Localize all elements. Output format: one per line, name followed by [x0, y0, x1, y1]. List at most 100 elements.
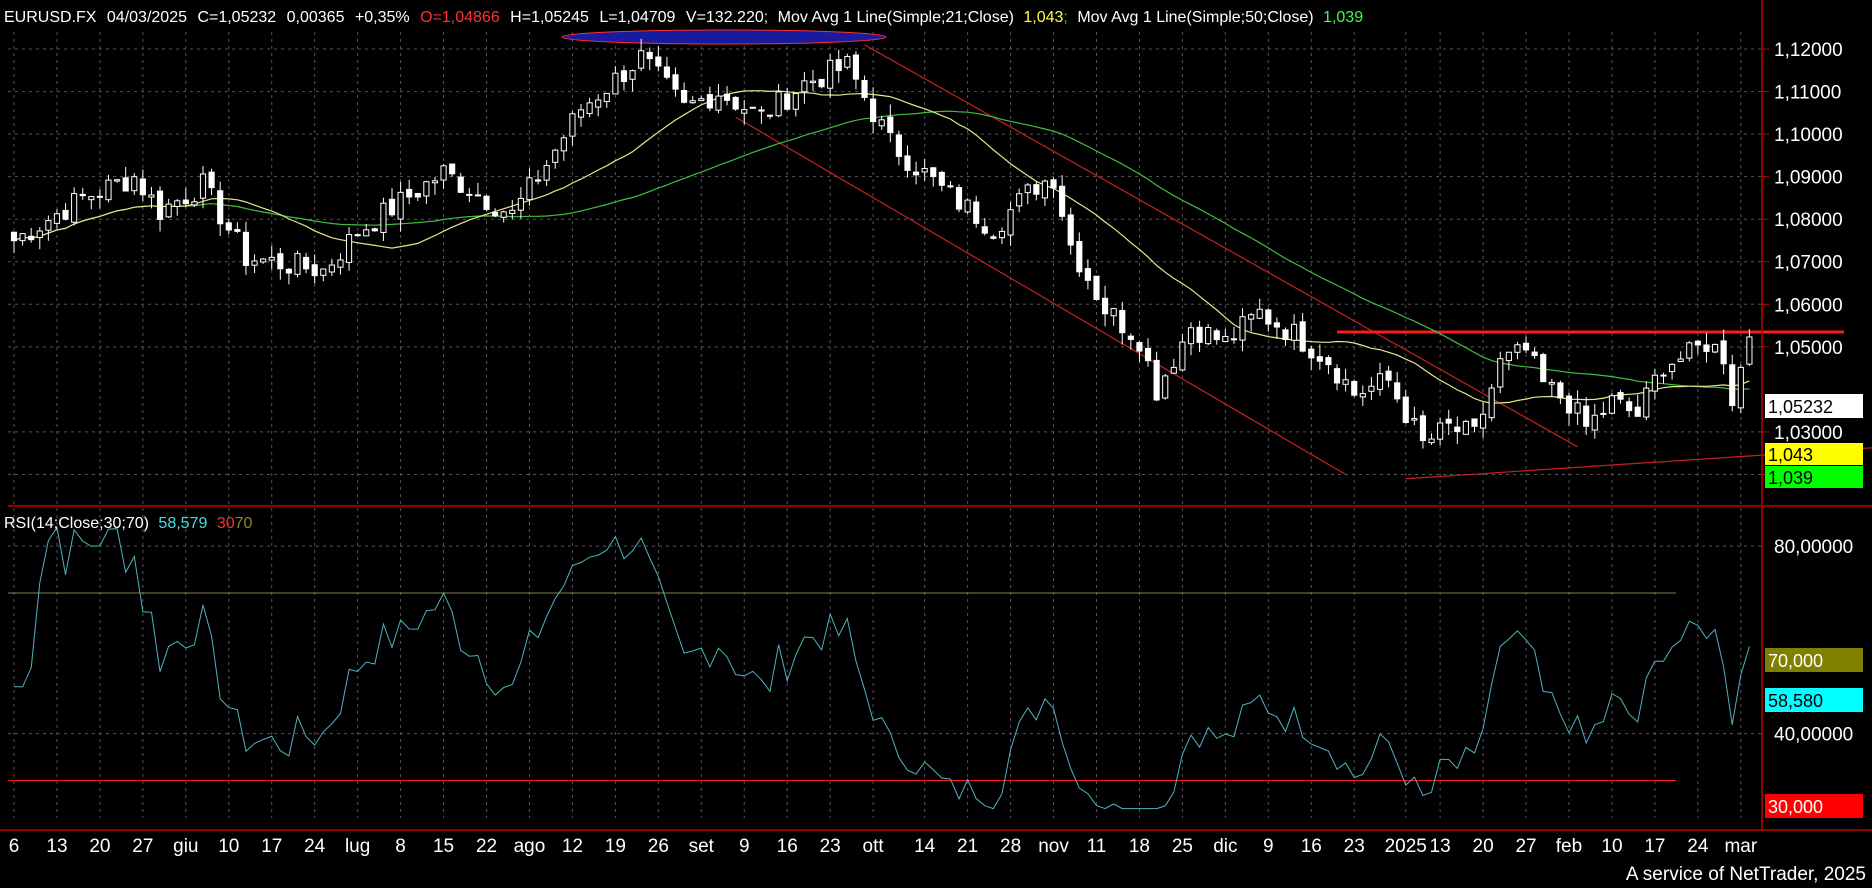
candle: [1686, 341, 1693, 362]
candle: [148, 186, 155, 209]
time-tick-label: 16: [777, 836, 798, 857]
candle: [1256, 298, 1263, 320]
candle-body: [277, 253, 284, 270]
candle-body: [1308, 348, 1315, 359]
candle: [981, 217, 988, 236]
candle-body: [1050, 179, 1057, 189]
candle: [620, 65, 628, 91]
candle: [449, 163, 456, 177]
candle: [629, 69, 636, 92]
candle: [1660, 372, 1667, 384]
candle: [998, 227, 1006, 245]
candle: [1488, 383, 1495, 422]
candle: [758, 106, 765, 124]
candle-body: [1686, 342, 1693, 359]
footer-credit: A service of NetTrader, 2025: [1625, 864, 1866, 885]
header-ma21-value: 1,043: [1023, 9, 1063, 26]
ma50-badge: 1,039: [1765, 466, 1863, 488]
candle-body: [1608, 395, 1616, 414]
candle-body: [1196, 326, 1203, 343]
candle: [337, 253, 344, 275]
candle: [174, 199, 181, 216]
candle-body: [620, 70, 628, 83]
time-tick-label: 27: [132, 836, 153, 857]
candle-body: [543, 164, 550, 181]
time-tick-label: 9: [739, 836, 750, 857]
candle-body: [964, 199, 971, 213]
candle-body: [672, 74, 679, 90]
rsi-value-badge: 58,580: [1765, 688, 1863, 712]
candle-body: [96, 195, 103, 198]
candle-body: [131, 176, 138, 192]
candle: [79, 187, 86, 200]
candle: [53, 209, 61, 229]
candle-body: [1033, 184, 1040, 195]
time-tick-label: set: [689, 836, 715, 857]
candle-body: [345, 234, 353, 263]
candle: [955, 184, 963, 213]
candle: [1110, 307, 1117, 326]
time-tick-label: 9: [1263, 836, 1274, 857]
candle-body: [749, 106, 756, 109]
candle: [1522, 336, 1530, 353]
candle-body: [921, 168, 928, 173]
time-tick-label: 23: [1344, 836, 1365, 857]
candle-body: [552, 149, 559, 163]
time-tick-label: 24: [304, 836, 326, 857]
candle: [492, 208, 499, 218]
candle-body: [681, 89, 688, 103]
candle: [1308, 345, 1315, 370]
candle-body: [423, 181, 430, 197]
candle-body: [517, 197, 524, 211]
candle: [131, 173, 138, 196]
candle: [1282, 327, 1289, 347]
candle-body: [1084, 268, 1091, 281]
candle: [1162, 373, 1169, 400]
candle-body: [1651, 374, 1658, 392]
candle: [698, 95, 705, 102]
candle: [363, 223, 370, 237]
candle-body: [930, 167, 937, 178]
candle: [577, 104, 585, 127]
candle: [835, 49, 842, 83]
rsi-path: [14, 526, 1750, 810]
candle: [1093, 275, 1100, 301]
candle-body: [1514, 344, 1521, 353]
last-price-badge-text: 1,05232: [1768, 397, 1833, 417]
candle-body: [165, 203, 172, 218]
candle-body: [71, 193, 78, 223]
candle: [1050, 177, 1057, 199]
candle: [62, 203, 69, 221]
candle-body: [758, 109, 765, 112]
candle: [1342, 368, 1349, 392]
candle: [715, 83, 722, 114]
time-tick-label: 25: [1172, 836, 1193, 857]
time-tick-label: 10: [1601, 836, 1622, 857]
candle-body: [715, 95, 722, 111]
candle: [878, 115, 885, 130]
rsi-header-label: RSI(14;Close;30;70): [4, 515, 149, 532]
candle: [1454, 416, 1461, 445]
candle: [105, 174, 112, 203]
candle: [156, 186, 164, 232]
candle-body: [311, 264, 318, 277]
candle: [191, 197, 198, 207]
candle-body: [285, 268, 292, 274]
candle-body: [1093, 275, 1100, 300]
candle-body: [208, 171, 215, 189]
candle-body: [655, 56, 662, 67]
candle-body: [1170, 366, 1177, 374]
candle: [964, 198, 971, 215]
candle-body: [1531, 351, 1538, 357]
candle-body: [1368, 385, 1375, 392]
candle: [414, 192, 421, 201]
candle: [440, 163, 447, 189]
candle: [1737, 364, 1744, 414]
rsi-header: RSI(14;Close;30;70) 58,579 3070: [4, 515, 253, 532]
candle: [88, 195, 95, 210]
candle: [646, 47, 653, 71]
candle-body: [1583, 405, 1590, 427]
candle: [612, 66, 619, 95]
header-high: H=1,05245: [510, 9, 589, 26]
candle-body: [199, 173, 207, 199]
